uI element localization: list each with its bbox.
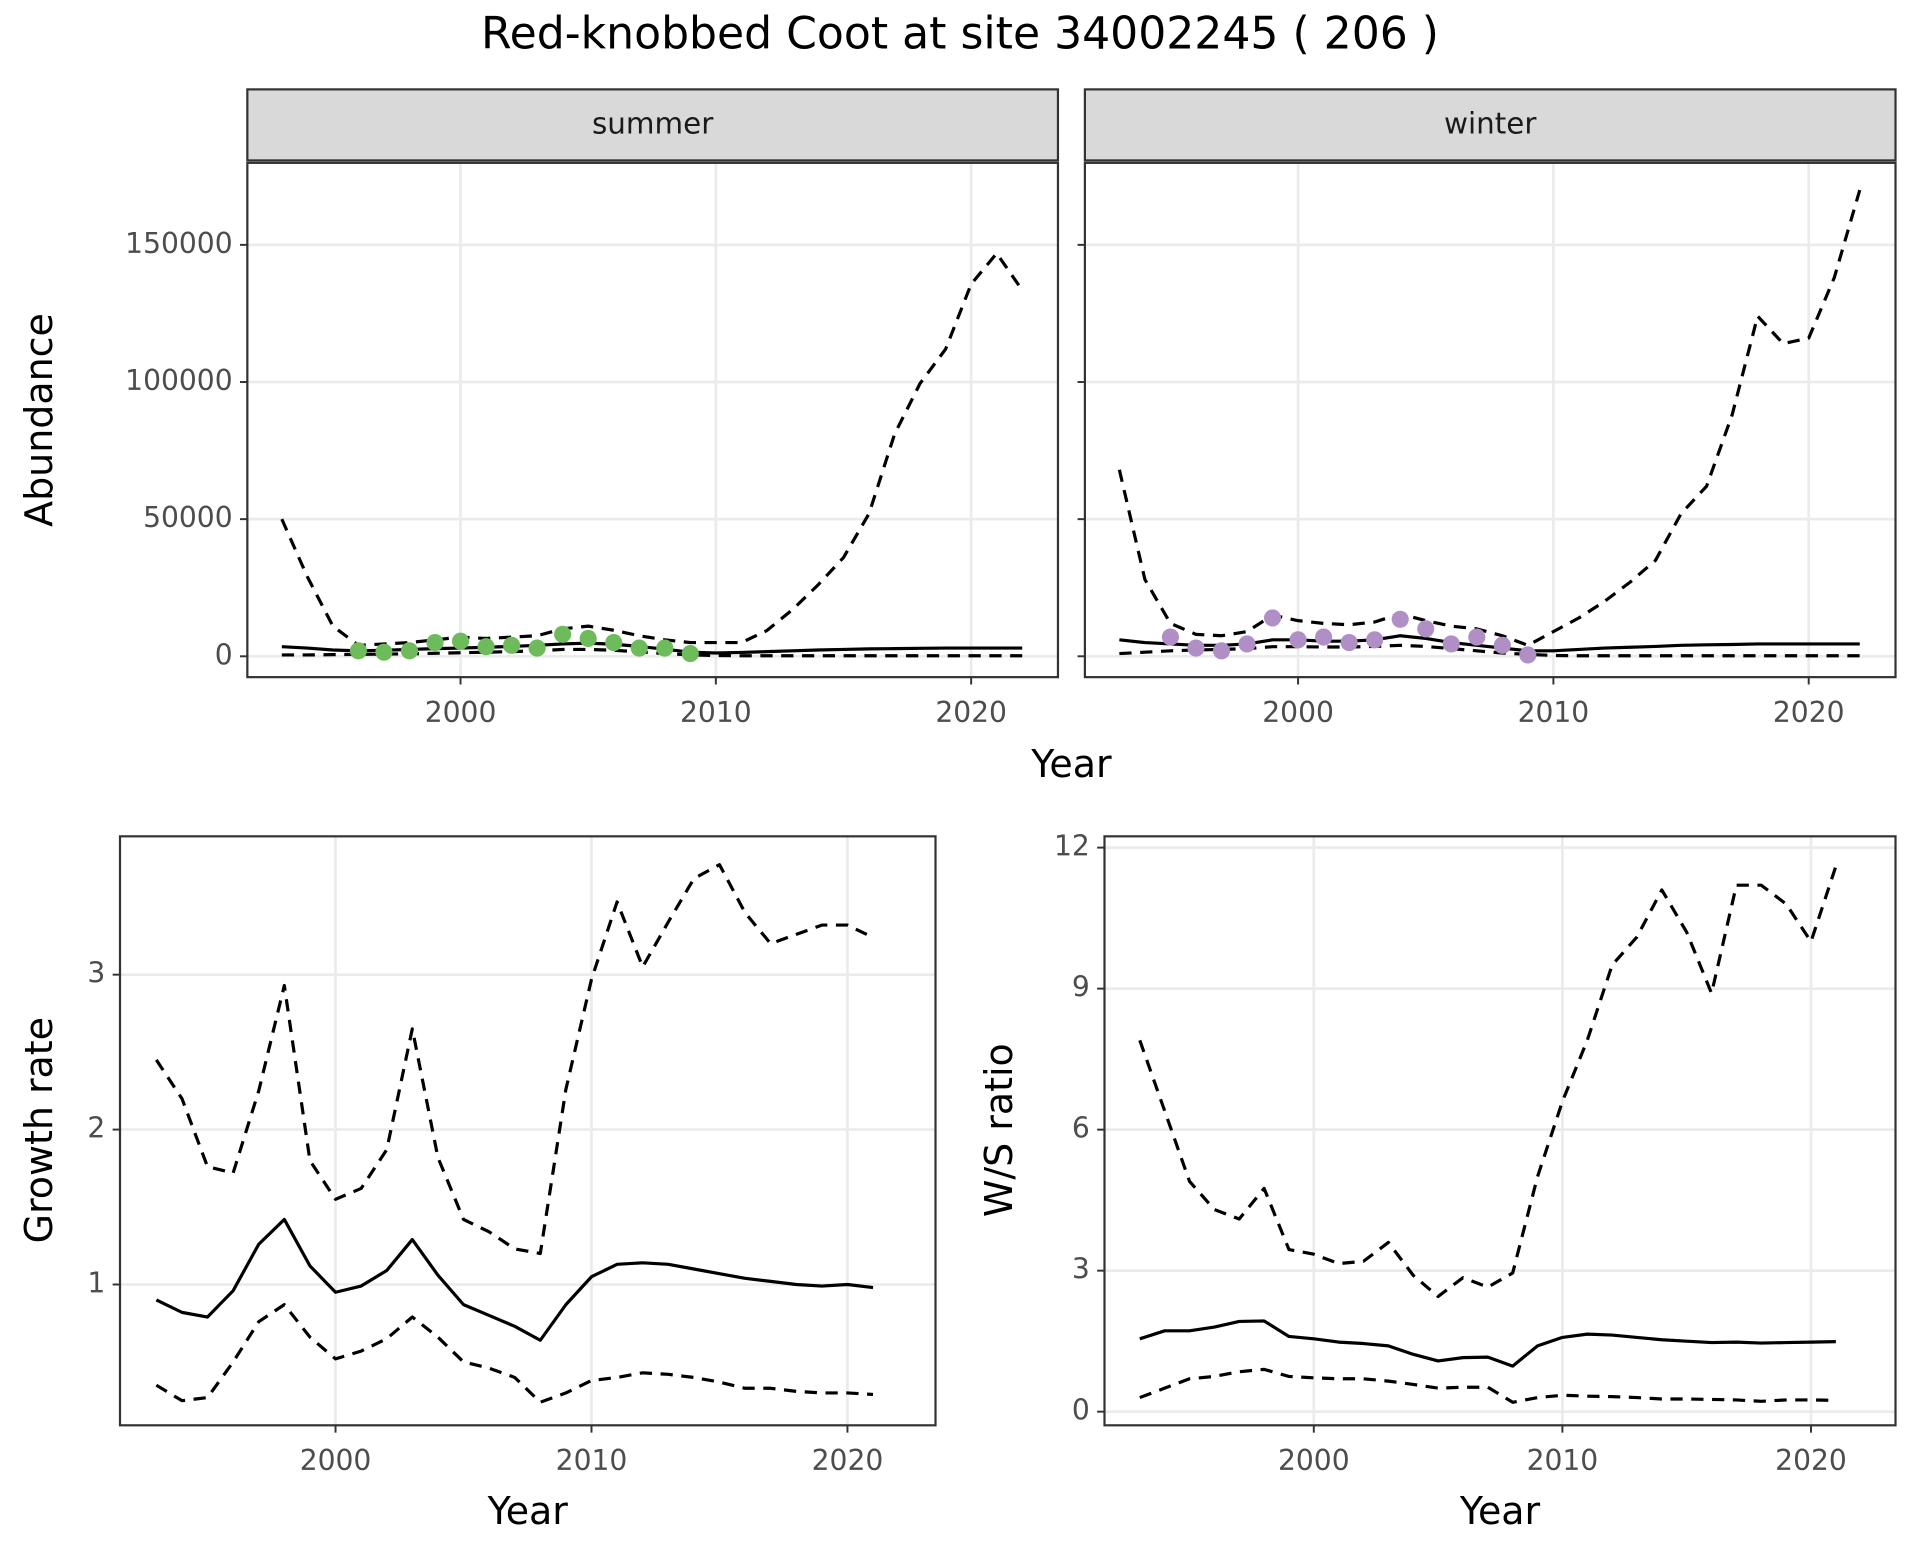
observation-point — [503, 636, 521, 654]
facet-strip — [246, 88, 1060, 162]
x-tick-label: 2010 — [680, 696, 752, 729]
x-tick-label: 2000 — [425, 696, 497, 729]
panel-border — [1083, 161, 1897, 679]
estimate-line — [1139, 1319, 1836, 1368]
x-tick-label: 2020 — [1773, 696, 1845, 729]
estimate-line — [155, 1217, 874, 1342]
x-axis-label: Year — [1030, 742, 1112, 786]
y-tick-label: 2 — [87, 1112, 105, 1145]
y-tick-label: 3 — [87, 957, 105, 990]
plot-area — [1138, 865, 1838, 1404]
observation-point — [1493, 636, 1511, 654]
x-tick-label: 2000 — [1278, 1444, 1350, 1477]
observation-point — [375, 643, 393, 661]
y-axis-label: W/S ratio — [977, 1043, 1021, 1217]
observation-point — [554, 625, 572, 643]
observation-point — [1289, 631, 1307, 649]
plot-area — [1117, 189, 1862, 664]
observation-point — [1315, 628, 1333, 646]
observation-point — [1468, 628, 1486, 646]
observation-point — [451, 632, 470, 650]
observation-point — [656, 639, 674, 657]
observation-point — [426, 634, 444, 652]
observation-point — [477, 638, 495, 656]
observation-point — [605, 634, 623, 652]
interval-line — [1138, 865, 1838, 1299]
interval-line — [1117, 189, 1862, 647]
x-tick-label: 2010 — [1527, 1444, 1599, 1477]
observation-point — [1161, 628, 1179, 646]
facet-strip — [1083, 88, 1897, 162]
y-tick-label: 0 — [215, 638, 233, 671]
observation-point — [528, 639, 546, 657]
observation-point — [1366, 631, 1384, 649]
observation-point — [1417, 620, 1435, 638]
observation-point — [1442, 635, 1460, 653]
observation-point — [681, 644, 699, 663]
panel-background — [1084, 162, 1896, 678]
observation-point — [579, 629, 597, 648]
y-tick-label: 100000 — [125, 364, 232, 397]
x-tick-label: 2000 — [300, 1444, 372, 1477]
y-tick-label: 150000 — [125, 227, 232, 260]
y-tick-label: 9 — [1072, 971, 1090, 1004]
x-tick-label: 2020 — [935, 696, 1007, 729]
figure-title: Red-knobbed Coot at site 34002245 ( 206 … — [481, 9, 1439, 60]
observation-point — [1263, 609, 1282, 627]
y-tick-label: 12 — [1054, 830, 1090, 863]
plot-area — [155, 863, 874, 1404]
observation-point — [349, 642, 367, 660]
x-tick-label: 2020 — [1775, 1444, 1847, 1477]
observation-point — [1212, 642, 1231, 660]
x-tick-label: 2000 — [1262, 696, 1334, 729]
facet-label: summer — [592, 106, 714, 140]
observation-point — [1519, 646, 1537, 664]
x-tick-label: 2010 — [1518, 696, 1590, 729]
interval-line — [1139, 1367, 1836, 1404]
observation-point — [1238, 635, 1256, 653]
observation-point — [630, 639, 648, 657]
x-tick-label: 2010 — [556, 1444, 628, 1477]
facet-label: winter — [1444, 106, 1537, 140]
y-axis-label: Abundance — [17, 313, 61, 527]
interval-line — [155, 863, 874, 1256]
y-tick-label: 50000 — [143, 501, 233, 534]
observation-point — [1391, 610, 1409, 628]
observation-point — [1187, 639, 1205, 657]
x-tick-label: 2020 — [812, 1444, 884, 1477]
x-axis-label: Year — [1459, 1489, 1541, 1533]
interval-line — [280, 251, 1024, 647]
y-tick-label: 3 — [1072, 1253, 1090, 1286]
plot-area — [280, 251, 1024, 663]
panel-border — [118, 835, 937, 1427]
observation-point — [1340, 634, 1358, 652]
x-axis-label: Year — [487, 1489, 569, 1533]
y-tick-label: 6 — [1072, 1112, 1090, 1145]
panel-border — [1103, 835, 1897, 1427]
y-tick-label: 0 — [1072, 1394, 1090, 1427]
panel-background — [247, 162, 1058, 678]
panel-border — [246, 161, 1060, 679]
y-axis-label: Growth rate — [17, 1017, 61, 1243]
observation-point — [400, 642, 419, 660]
interval-line — [155, 1303, 874, 1404]
y-tick-label: 1 — [87, 1266, 105, 1299]
